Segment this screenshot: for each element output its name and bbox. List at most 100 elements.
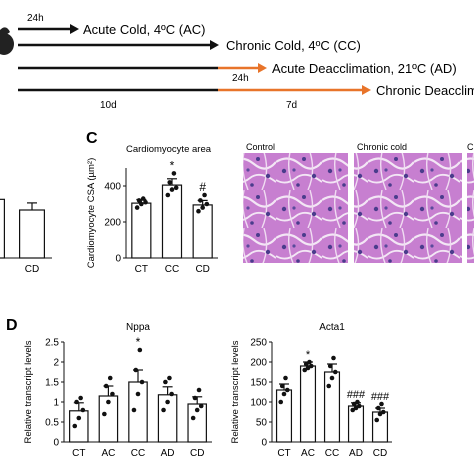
- significance-marker: ###: [371, 391, 390, 403]
- data-point: [76, 415, 82, 421]
- y-tick-label: 0: [261, 438, 267, 449]
- data-point: [329, 375, 335, 381]
- data-point: [161, 407, 166, 413]
- data-point: [307, 359, 312, 365]
- x-tick-label: CC: [165, 264, 179, 275]
- duration-10d: 10d: [100, 100, 117, 111]
- data-point: [379, 401, 384, 407]
- panel-letter-c: C: [86, 130, 98, 147]
- significance-marker: *: [136, 335, 141, 349]
- chronic-deacclimation-arrowhead: [362, 85, 371, 95]
- data-point: [190, 415, 196, 421]
- bar: [347, 405, 365, 443]
- y-tick-label: 200: [250, 358, 267, 369]
- data-point: [331, 355, 336, 361]
- data-point: [103, 383, 109, 389]
- data-point: [284, 387, 290, 393]
- data-point: [107, 375, 113, 381]
- y-tick-label: 400: [104, 182, 121, 193]
- data-point: [332, 369, 338, 375]
- histology-control: Control: [243, 137, 348, 263]
- data-point: [279, 383, 285, 389]
- marker-24h-top: 24h: [27, 13, 44, 24]
- data-point: [167, 375, 172, 381]
- data-point: [78, 395, 83, 401]
- bar: [0, 198, 5, 259]
- acute-deacclimation-label: Acute Deacclimation, 21ºC (AD): [272, 61, 457, 76]
- y-axis-label: Cardiomyocyte CSA (µm²): [86, 158, 97, 269]
- chart-title: Acta1: [319, 322, 345, 333]
- y-tick-label: 50: [256, 418, 268, 429]
- data-point: [204, 201, 210, 207]
- y-axis-label: Relative transcript levels: [230, 340, 241, 443]
- data-point: [102, 411, 107, 417]
- data-point: [140, 196, 146, 201]
- y-tick-label: 2.5: [45, 338, 59, 349]
- y-tick-label: 250: [250, 338, 267, 349]
- bar: [299, 365, 317, 443]
- bar: [128, 381, 148, 443]
- data-point: [169, 187, 175, 192]
- timeline: 24h Acute Cold, 4ºC (AC) Chronic Cold, 4…: [0, 13, 474, 111]
- y-tick-label: 1.5: [45, 378, 59, 389]
- acute-cold-arrowhead: [70, 24, 79, 34]
- data-point: [198, 198, 203, 203]
- significance-marker: *: [306, 349, 311, 361]
- data-point: [165, 399, 170, 405]
- chart-title: Cardiomyocyte area: [126, 144, 212, 155]
- bar: [131, 202, 152, 259]
- data-point: [139, 379, 145, 385]
- data-point: [200, 205, 205, 210]
- y-tick-label: 0: [53, 438, 59, 449]
- data-point: [134, 205, 140, 210]
- mouse-ear-icon: [0, 27, 10, 35]
- data-point: [283, 375, 288, 381]
- y-tick-label: 0.5: [45, 418, 59, 429]
- data-point: [355, 399, 360, 405]
- data-point: [278, 399, 284, 405]
- significance-marker: #: [199, 180, 206, 194]
- y-tick-label: 150: [250, 378, 267, 389]
- chart-nppa: 0 0.5 1 1.5 2 2.5 Relative transcript levels Np…: [23, 322, 212, 459]
- data-point: [135, 391, 141, 397]
- x-tick-label: AD: [161, 448, 175, 459]
- y-tick-label: 2: [53, 358, 59, 369]
- data-point: [202, 192, 207, 198]
- bar: [161, 184, 183, 259]
- data-point: [74, 399, 79, 405]
- acute-cold-label: Acute Cold, 4ºC (AC): [83, 22, 206, 37]
- y-tick-label: 100: [250, 398, 267, 409]
- bar: [371, 411, 389, 443]
- significance-marker: ###: [347, 389, 366, 401]
- chart-acta1: 0 50 100 150 200 250 Relative transcript level…: [230, 322, 392, 459]
- y-tick-label: 0: [115, 254, 121, 265]
- data-point: [196, 208, 201, 214]
- data-point: [192, 395, 198, 401]
- data-point: [196, 387, 202, 393]
- data-point: [198, 403, 204, 409]
- chart-title: Nppa: [126, 322, 150, 333]
- data-point: [194, 407, 200, 413]
- chart-cardiomyocyte-area: 0 200 400 Cardiomyocyte CSA (µm²) Cardiomyoc…: [86, 144, 218, 275]
- data-point: [131, 407, 137, 413]
- data-point: [356, 403, 362, 409]
- y-axis-label: Relative transcript levels: [23, 340, 34, 443]
- data-point: [173, 185, 179, 191]
- bar: [192, 204, 213, 259]
- duration-7d: 7d: [286, 100, 297, 111]
- data-point: [136, 198, 142, 203]
- x-tick-label: CT: [135, 264, 148, 275]
- data-point: [139, 201, 144, 207]
- mouse-icon: [0, 33, 14, 55]
- data-point: [308, 363, 314, 369]
- data-point: [167, 180, 173, 185]
- data-point: [326, 383, 332, 389]
- x-tick-label: CT: [277, 448, 290, 459]
- histology-label-third: C: [467, 142, 474, 152]
- bar: [19, 209, 45, 259]
- chronic-cold-label: Chronic Cold, 4ºC (CC): [226, 38, 361, 53]
- x-tick-label: CD: [195, 264, 209, 275]
- data-point: [106, 399, 111, 405]
- significance-marker: *: [170, 158, 175, 172]
